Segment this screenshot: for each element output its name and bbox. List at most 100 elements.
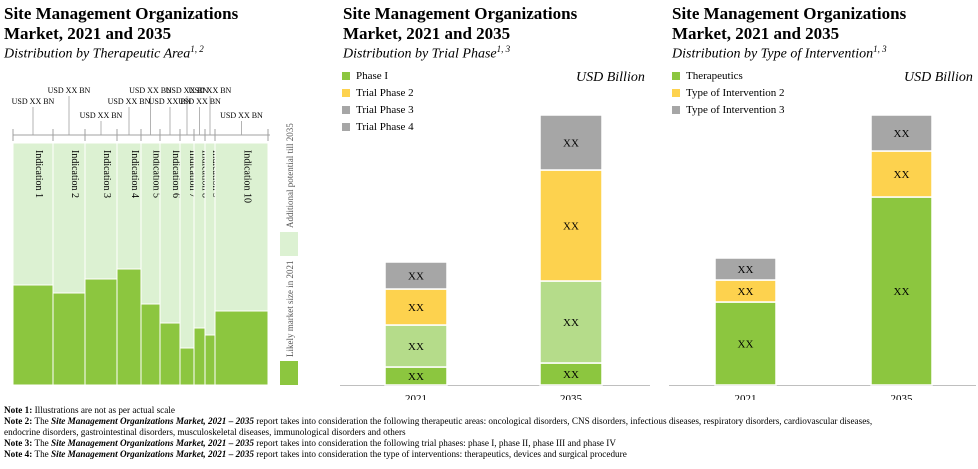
legend-swatch: [342, 72, 350, 80]
segment-label: XX: [408, 341, 424, 353]
legend-swatch-potential: [280, 232, 298, 256]
title-line-2: Market, 2021 and 2035: [672, 24, 840, 43]
segment-label: XX: [408, 371, 424, 383]
x-tick-label: 2035: [891, 393, 914, 400]
usd-label: USD XX BN: [12, 97, 55, 106]
panel-title: Site Management Organizations Market, 20…: [343, 4, 577, 44]
stack-segment: [384, 324, 448, 368]
legend-swatch: [672, 72, 680, 80]
legend-item: Type of Intervention 2: [672, 87, 785, 99]
segment-label: XX: [408, 271, 424, 283]
usd-label: USD XX BN: [48, 86, 91, 95]
title-line-1: Site Management Organizations: [343, 4, 578, 23]
legend-label: Type of Intervention 3: [686, 104, 785, 116]
legend-item: Trial Phase 4: [342, 121, 414, 133]
panel-subtitle: Distribution by Type of Intervention1, 3: [672, 44, 887, 63]
segment-label: XX: [894, 286, 910, 298]
note-text: endocrine disorders, gastrointestinal di…: [4, 427, 406, 437]
note-text: The: [32, 449, 52, 459]
panel-therapeutic-area: Site Management Organizations Market, 20…: [4, 0, 324, 400]
legend-label: Type of Intervention 2: [686, 87, 785, 99]
title-line-1: Site Management Organizations: [4, 4, 239, 23]
stack-segment: [870, 114, 933, 152]
segment-label: XX: [738, 286, 754, 298]
trial-phase-chart: XX XX XX XX 2021 XX XX XX XX 2035: [340, 114, 650, 400]
subtitle-text: Distribution by Therapeutic Area: [4, 46, 191, 62]
segment-label: XX: [563, 369, 579, 381]
indication-label: Indication 6: [170, 150, 181, 198]
bar-market-2021: [140, 303, 161, 386]
note-text: The: [32, 416, 52, 426]
legend-label: Trial Phase 4: [356, 121, 414, 133]
indication-label: Indication 1: [33, 150, 44, 198]
legend-label: Trial Phase 3: [356, 104, 414, 116]
legend-swatch: [342, 123, 350, 131]
legend-label-potential: Additional potential till 2035: [285, 123, 295, 228]
stack-segment: [539, 280, 603, 364]
title-line-2: Market, 2021 and 2035: [4, 24, 172, 43]
note-line: Note 3: The Site Management Organization…: [4, 438, 976, 449]
intervention-chart: XX XX XX 2021 XX XX XX 2035: [669, 114, 976, 400]
usd-label: USD XX BN: [80, 111, 123, 120]
stack-segment: [384, 288, 448, 326]
indication-label: Indication 10: [242, 150, 253, 203]
note-label: Note 2:: [4, 416, 33, 426]
subtitle-superscript: 1, 2: [190, 44, 204, 54]
title-line-2: Market, 2021 and 2035: [343, 24, 511, 43]
indication-label: Indication 3: [101, 150, 112, 198]
subtitle-text: Distribution by Trial Phase: [343, 46, 497, 62]
bar-market-2021: [12, 284, 54, 386]
segment-label: XX: [738, 339, 754, 351]
indication-label: Indication 5: [151, 150, 162, 198]
note-text: report takes into consideration the foll…: [253, 438, 616, 448]
segment-label: XX: [408, 302, 424, 314]
legend-label: Therapeutics: [686, 70, 743, 82]
panel-intervention: Site Management Organizations Market, 20…: [672, 0, 977, 400]
note-label: Note 1:: [4, 405, 33, 415]
stack-segment: [870, 196, 933, 386]
note-text: Site Management Organizations Market, 20…: [51, 416, 254, 426]
note-text: report takes into consideration the type…: [253, 449, 627, 459]
bar-market-2021: [179, 347, 195, 386]
footnotes: Note 1: Illustrations are not as per act…: [4, 405, 976, 460]
stack-segment: [714, 301, 777, 386]
segment-label: XX: [894, 128, 910, 140]
segment-label: XX: [563, 221, 579, 233]
bar-market-2021: [84, 278, 118, 386]
usd-label: USD XX BN: [178, 97, 221, 106]
usd-label: USD XX BN: [220, 111, 263, 120]
panel-title: Site Management Organizations Market, 20…: [4, 4, 238, 44]
note-text: report takes into consideration the foll…: [253, 416, 873, 426]
note-text: Site Management Organizations Market, 20…: [51, 449, 254, 459]
panel-subtitle: Distribution by Therapeutic Area1, 2: [4, 44, 204, 63]
legend-swatch: [672, 106, 680, 114]
legend-swatch: [672, 89, 680, 97]
usd-label: USD XX BN: [166, 86, 209, 95]
usd-label: USD XX BN: [189, 86, 232, 95]
x-tick-label: 2035: [560, 393, 583, 400]
legend-label: Trial Phase 2: [356, 87, 414, 99]
legend-swatch-2021: [280, 361, 298, 385]
unit-label: USD Billion: [904, 70, 973, 85]
stack-segment: [714, 257, 777, 281]
note-label: Note 4:: [4, 449, 33, 459]
bar-market-2021: [193, 327, 206, 386]
stack-segment: [870, 150, 933, 198]
indication-label: Indication 7: [187, 150, 198, 198]
stack-segment: [384, 261, 448, 290]
subtitle-text: Distribution by Type of Intervention: [672, 46, 874, 62]
usd-label: USD XX BN: [129, 86, 172, 95]
note-text: The: [32, 438, 52, 448]
panel-title: Site Management Organizations Market, 20…: [672, 4, 906, 44]
unit-label: USD Billion: [576, 70, 645, 85]
subtitle-superscript: 1, 3: [873, 44, 887, 54]
note-line: Note 1: Illustrations are not as per act…: [4, 405, 976, 416]
note-line: Note 4: The Site Management Organization…: [4, 449, 976, 460]
x-tick-label: 2021: [735, 393, 757, 400]
segment-label: XX: [894, 169, 910, 181]
panel-trial-phase: Site Management Organizations Market, 20…: [343, 0, 653, 400]
note-line: Note 2: The Site Management Organization…: [4, 416, 976, 427]
note-label: Note 3:: [4, 438, 33, 448]
indication-label: Indication 2: [69, 150, 80, 198]
legend-swatch: [342, 89, 350, 97]
